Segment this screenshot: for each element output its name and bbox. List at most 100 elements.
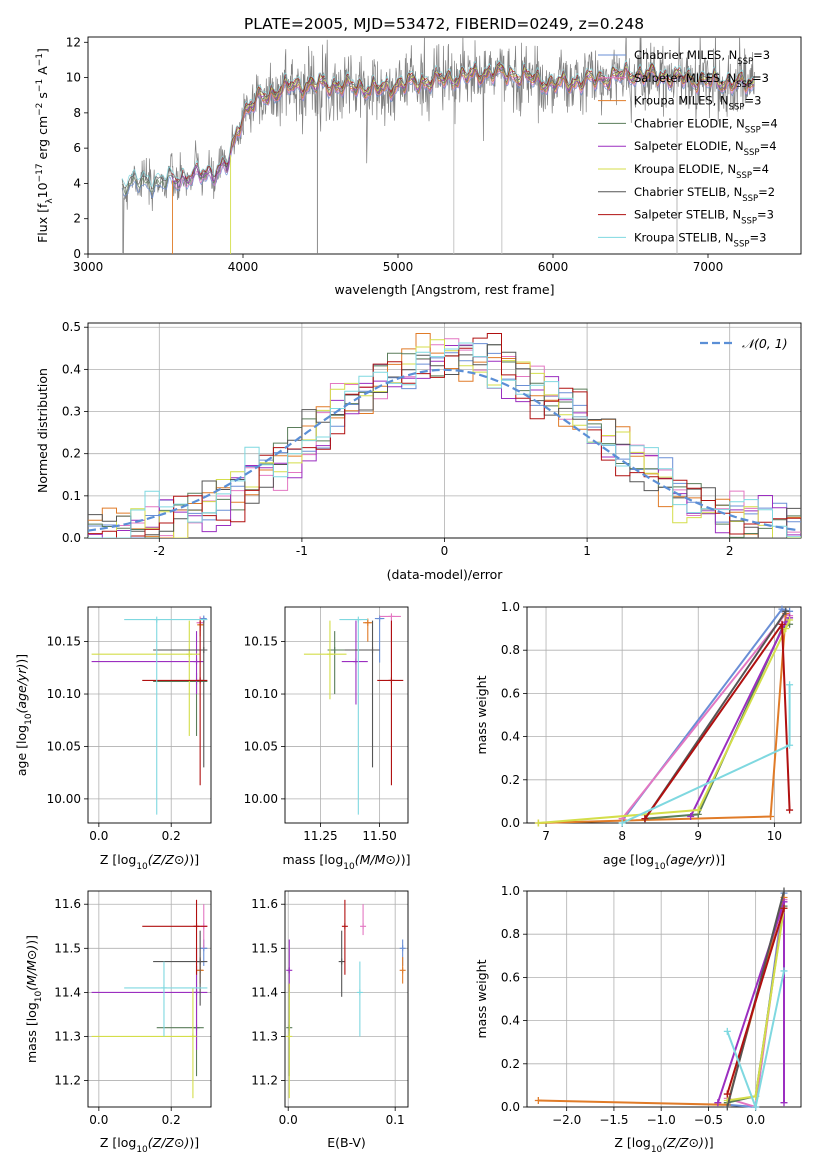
y-tick-label: 4 xyxy=(73,176,81,190)
y-tick-label: 0.1 xyxy=(62,489,81,503)
y-tick-label: 12 xyxy=(66,35,81,49)
point-chabrier-miles xyxy=(399,945,406,952)
x-tick-label: 0 xyxy=(441,544,449,558)
point-chabrier-miles xyxy=(376,615,383,622)
age-vs-mass-panel: 11.25 11.50 10.00 10.05 10.10 10.15 mass [log1… xyxy=(244,606,411,872)
x-tick-label: 7 xyxy=(542,829,550,843)
legend-entry: Chabrier ELODIE, NSSP=4 xyxy=(634,116,778,135)
x-tick-label: 6000 xyxy=(538,260,569,274)
y-tick-label: 10.10 xyxy=(47,687,81,701)
x-tick-label: 0.0 xyxy=(89,1113,108,1127)
histogram-kroupa-stelib xyxy=(88,342,801,538)
y-tick-label: 0.3 xyxy=(62,405,81,419)
x-axis-label: Z [log10(Z/Z⊙))] xyxy=(614,1135,713,1155)
histogram-salpeter-stelib xyxy=(88,333,801,538)
y-tick-label: 10.15 xyxy=(47,635,81,649)
weight-point-chabrier-stelib xyxy=(780,887,788,895)
weight-point-kroupa-miles xyxy=(767,813,775,821)
weight-point-kroupa-elodie xyxy=(534,819,542,827)
point-salpeter-miles xyxy=(388,613,395,620)
mass-weight-vs-age-panel: 7 8 9 10 0.0 0.2 0.4 0.6 0.8 1.0 age [log10(age/yr… xyxy=(474,600,802,872)
legend-entry: Salpeter MILES, NSSP=3 xyxy=(634,71,769,90)
weight-point-kroupa-miles xyxy=(534,1097,542,1105)
y-tick-label: 0 xyxy=(73,247,81,261)
x-tick-label: 10 xyxy=(767,829,782,843)
x-axis-label: age [log10(age/yr))] xyxy=(603,852,725,872)
y-tick-label: 11.2 xyxy=(251,1074,278,1088)
y-tick-label: 0.0 xyxy=(501,1100,520,1114)
weight-line-kroupa-stelib xyxy=(621,684,791,824)
point-kroupa-stelib xyxy=(160,984,167,991)
x-axis-label: E(B-V) xyxy=(327,1135,366,1150)
weight-point-salpeter-elodie xyxy=(714,1099,722,1107)
point-salpeter-elodie xyxy=(286,967,293,974)
weight-point-salpeter-stelib xyxy=(641,815,649,823)
point-kroupa-stelib xyxy=(355,616,362,623)
x-tick-label: 0.1 xyxy=(386,1113,405,1127)
x-tick-label: 11.50 xyxy=(362,829,396,843)
y-tick-label: 0.0 xyxy=(62,531,81,545)
weight-point-kroupa-stelib xyxy=(786,741,794,749)
point-kroupa-miles xyxy=(364,619,371,626)
y-tick-label: 0.0 xyxy=(501,816,520,830)
point-salpeter-stelib xyxy=(388,677,395,684)
point-kroupa-elodie xyxy=(326,651,333,658)
point-salpeter-miles xyxy=(360,923,367,930)
y-tick-label: 0.2 xyxy=(501,1057,520,1071)
legend-entry: Salpeter ELODIE, NSSP=4 xyxy=(634,139,777,158)
normal-distribution-line xyxy=(88,368,799,532)
x-tick-label: −1.0 xyxy=(647,1113,676,1127)
y-tick-label: 10.00 xyxy=(47,792,81,806)
plot-frame xyxy=(526,606,802,824)
y-tick-label: 10.00 xyxy=(244,792,278,806)
weight-line-salpeter-stelib xyxy=(726,908,785,1095)
point-salpeter-elodie xyxy=(193,989,200,996)
legend-entry: Chabrier STELIB, NSSP=2 xyxy=(634,185,775,204)
point-kroupa-miles xyxy=(399,967,406,974)
weight-point-salpeter-stelib xyxy=(778,620,786,628)
y-tick-label: 11.3 xyxy=(54,1029,81,1043)
weight-point-kroupa-elodie xyxy=(786,616,794,624)
weight-line-kroupa-miles xyxy=(538,613,787,824)
plot-frame xyxy=(284,890,409,1108)
x-tick-label: 1 xyxy=(583,544,591,558)
x-tick-label: 11.25 xyxy=(303,829,337,843)
point-chabrier-stelib xyxy=(197,958,204,965)
x-tick-label: 8 xyxy=(618,829,626,843)
histograms xyxy=(88,333,801,538)
weight-point-chabrier-stelib xyxy=(723,1103,731,1111)
y-tick-label: 11.3 xyxy=(251,1029,278,1043)
weight-line-kroupa-elodie xyxy=(538,619,791,824)
spectrum-lines xyxy=(121,37,755,254)
point-salpeter-stelib xyxy=(341,923,348,930)
y-tick-label: 0.8 xyxy=(501,643,520,657)
x-tick-label: 0.0 xyxy=(89,829,108,843)
x-tick-label: -1 xyxy=(296,544,308,558)
mass-vs-metallicity-panel: 0.0 0.2 11.2 11.3 11.4 11.5 11.6 mass [log10(M/… xyxy=(24,890,212,1155)
residuals-panel: -2 -1 0 1 2 0.0 0.1 0.2 0.3 0.4 0.5 𝒩(0, 1) (data-mo… xyxy=(35,320,802,582)
y-tick-label: 0.6 xyxy=(501,686,520,700)
plot-frame xyxy=(87,322,802,539)
x-tick-label: 0.2 xyxy=(162,1113,181,1127)
plot-frame xyxy=(284,606,409,824)
x-tick-label: 0.2 xyxy=(162,829,181,843)
x-axis-label: Z [log10(Z/Z⊙))] xyxy=(100,852,199,872)
x-tick-label: 4000 xyxy=(228,260,259,274)
point-chabrier-stelib xyxy=(200,646,207,653)
y-tick-label: 11.4 xyxy=(54,985,81,999)
model-line-salpeter-elodie xyxy=(171,65,755,187)
weight-point-salpeter-stelib xyxy=(723,1090,731,1098)
y-axis-label: age [log10(age/yr))] xyxy=(14,654,34,776)
legend-entry: Kroupa ELODIE, NSSP=4 xyxy=(634,162,769,181)
point-kroupa-elodie xyxy=(186,651,193,658)
point-chabrier-elodie xyxy=(331,646,338,653)
mass-vs-ebv-panel: 0.0 0.1 11.2 11.3 11.4 11.5 11.6 E(B-V) xyxy=(251,890,409,1150)
x-tick-label: 0.0 xyxy=(746,1113,765,1127)
weight-point-kroupa-stelib xyxy=(786,681,794,689)
y-axis-label: Flux [fλ10−17 erg cm−2 s−1 A−1] xyxy=(35,48,55,243)
point-kroupa-elodie xyxy=(189,1033,196,1040)
y-tick-label: 11.4 xyxy=(251,985,278,999)
point-chabrier-miles xyxy=(200,615,207,622)
y-tick-label: 0.8 xyxy=(501,927,520,941)
